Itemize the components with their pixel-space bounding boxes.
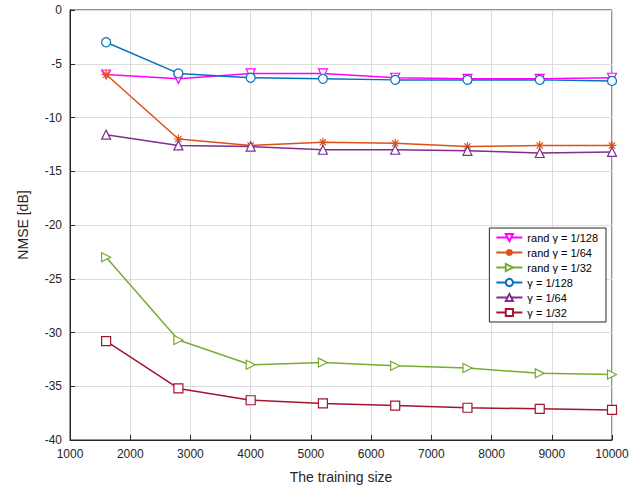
svg-text:1000: 1000	[57, 447, 84, 461]
svg-text:8000: 8000	[478, 447, 505, 461]
svg-text:γ = 1/64: γ = 1/64	[527, 292, 566, 304]
svg-text:The training size: The training size	[290, 469, 393, 485]
svg-text:-30: -30	[45, 326, 63, 340]
svg-text:3000: 3000	[177, 447, 204, 461]
svg-text:4000: 4000	[237, 447, 264, 461]
svg-text:0: 0	[55, 3, 62, 17]
svg-text:9000: 9000	[538, 447, 565, 461]
svg-text:-20: -20	[45, 218, 63, 232]
svg-text:rand γ = 1/128: rand γ = 1/128	[527, 232, 598, 244]
svg-text:rand γ = 1/32: rand γ = 1/32	[527, 262, 592, 274]
svg-text:γ = 1/128: γ = 1/128	[527, 277, 573, 289]
svg-text:-5: -5	[51, 57, 62, 71]
svg-text:-10: -10	[45, 111, 63, 125]
svg-text:2000: 2000	[117, 447, 144, 461]
svg-text:-35: -35	[45, 379, 63, 393]
svg-text:γ = 1/32: γ = 1/32	[527, 307, 566, 319]
svg-text:-25: -25	[45, 272, 63, 286]
svg-text:5000: 5000	[298, 447, 325, 461]
svg-text:7000: 7000	[418, 447, 445, 461]
svg-text:-15: -15	[45, 164, 63, 178]
svg-text:rand γ = 1/64: rand γ = 1/64	[527, 247, 592, 259]
svg-text:NMSE [dB]: NMSE [dB]	[15, 190, 31, 259]
svg-text:-40: -40	[45, 433, 63, 447]
svg-text:6000: 6000	[358, 447, 385, 461]
svg-text:10000: 10000	[595, 447, 629, 461]
